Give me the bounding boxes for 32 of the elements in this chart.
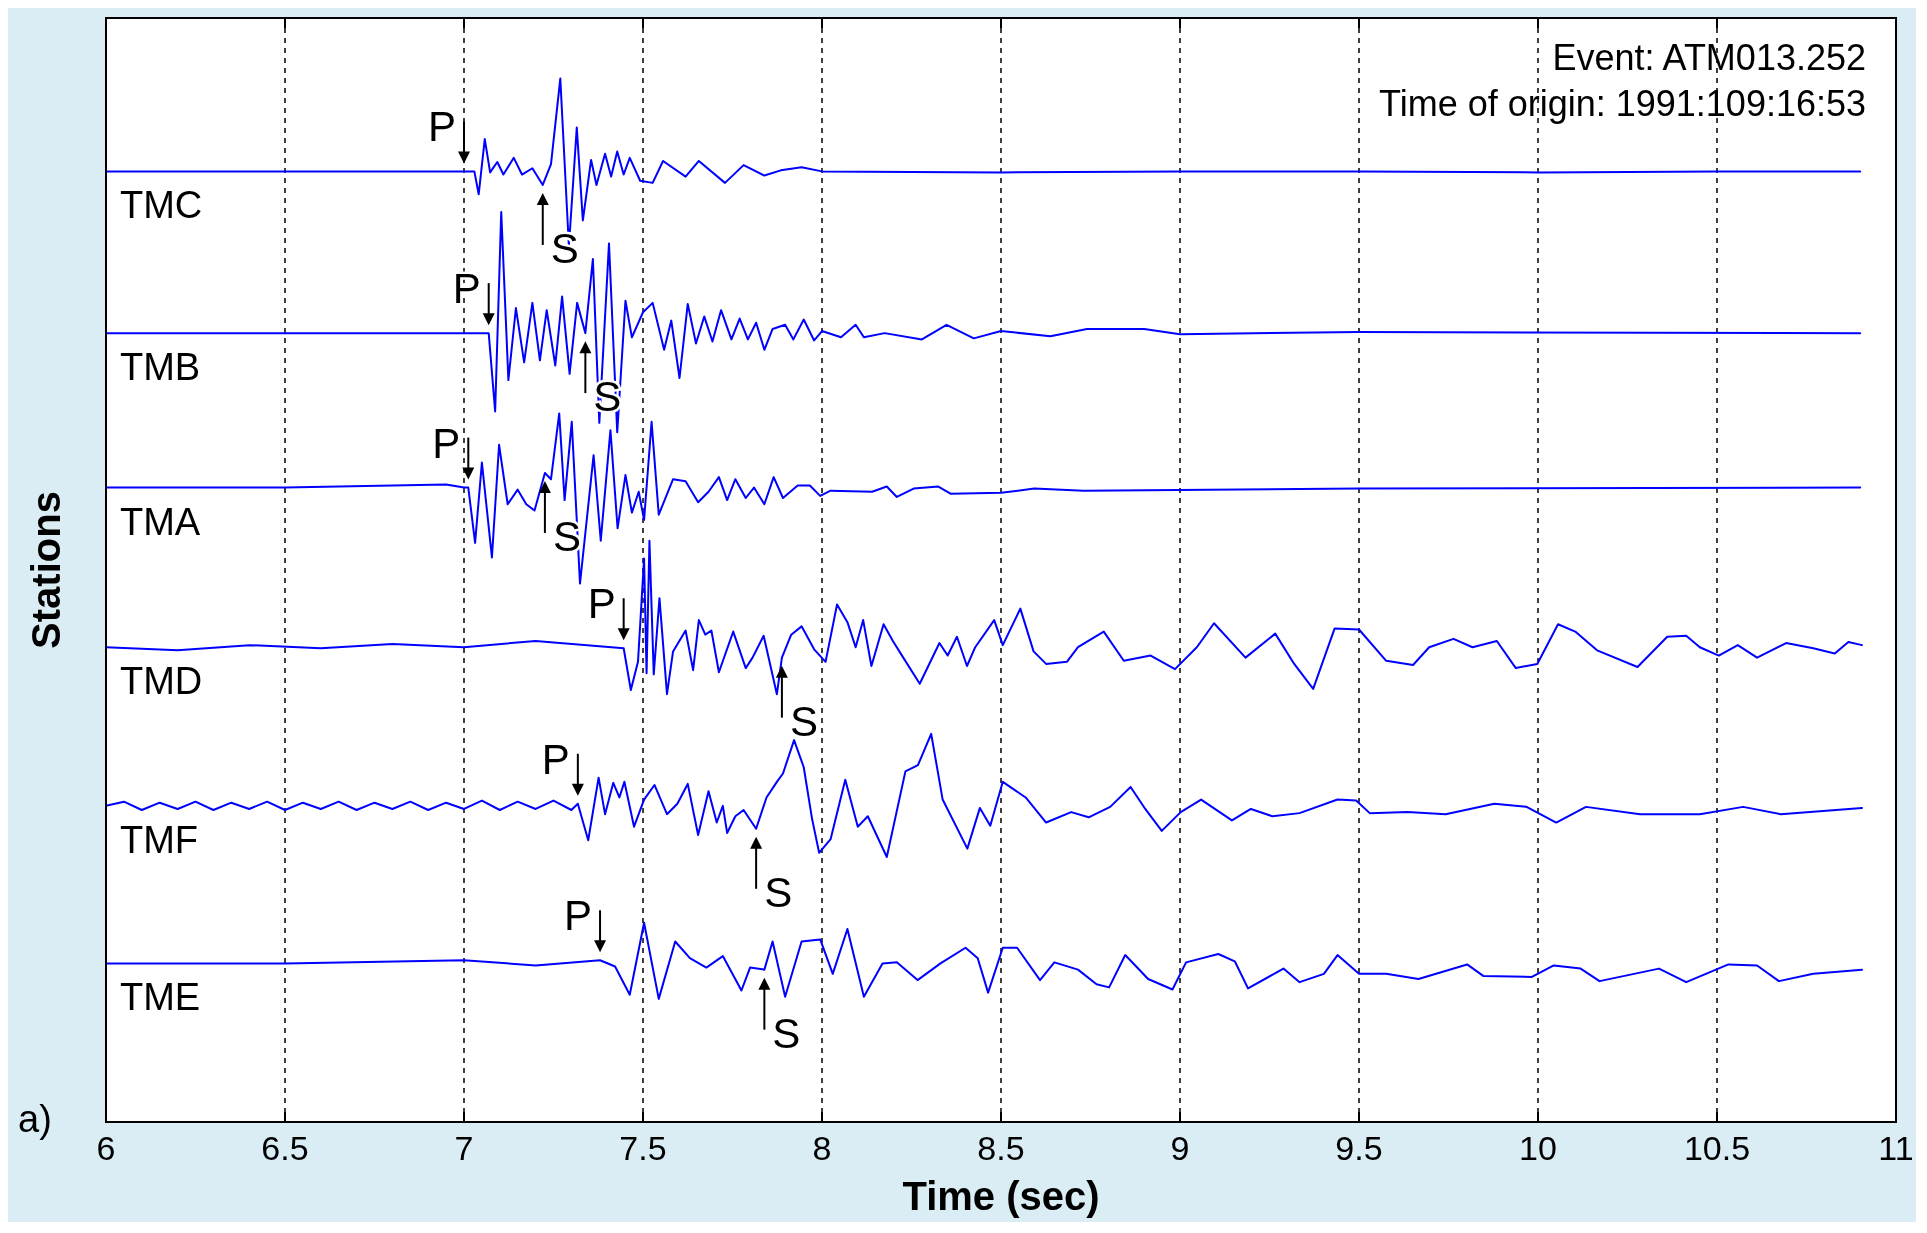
x-tick-label: 6.5 xyxy=(261,1129,309,1167)
annotation: S xyxy=(789,697,818,745)
x-tick-label: 10 xyxy=(1519,1129,1557,1167)
x-tick-label: 8 xyxy=(812,1129,832,1167)
annotation: S xyxy=(764,868,793,916)
series-label: TMD xyxy=(120,660,203,703)
annotation: P xyxy=(564,892,593,940)
x-tick-label: 9 xyxy=(1170,1129,1190,1167)
annotation: P xyxy=(427,103,456,151)
text: a) xyxy=(18,1098,52,1140)
annotation: S xyxy=(772,1009,801,1057)
x-tick-label: 6 xyxy=(96,1129,116,1167)
text: Event: ATM013.252 xyxy=(1552,37,1866,78)
annotation: P xyxy=(452,265,481,313)
x-tick-label: 7 xyxy=(454,1129,474,1167)
x-tick-label: 11 xyxy=(1878,1129,1914,1167)
annotation: Time of origin: 1991:109:16:53 xyxy=(1379,83,1866,124)
x-axis-title: Time (sec) xyxy=(902,1174,1100,1218)
x-tick-label: 8.5 xyxy=(977,1129,1025,1167)
series-label: TME xyxy=(120,976,201,1019)
y-axis-title: Stations xyxy=(24,491,68,649)
annotation: P xyxy=(541,735,570,783)
x-tick-label: 10.5 xyxy=(1683,1129,1751,1167)
annotation: P xyxy=(432,419,461,467)
series-label: TMC xyxy=(120,184,203,227)
x-tick-label: 9.5 xyxy=(1335,1129,1383,1167)
series-label: TMB xyxy=(120,346,201,389)
annotation: P xyxy=(587,580,616,628)
series-label: TMF xyxy=(120,818,199,861)
x-tick-label: 7.5 xyxy=(619,1129,667,1167)
series-label: TMA xyxy=(120,500,201,543)
annotation: S xyxy=(550,224,579,272)
